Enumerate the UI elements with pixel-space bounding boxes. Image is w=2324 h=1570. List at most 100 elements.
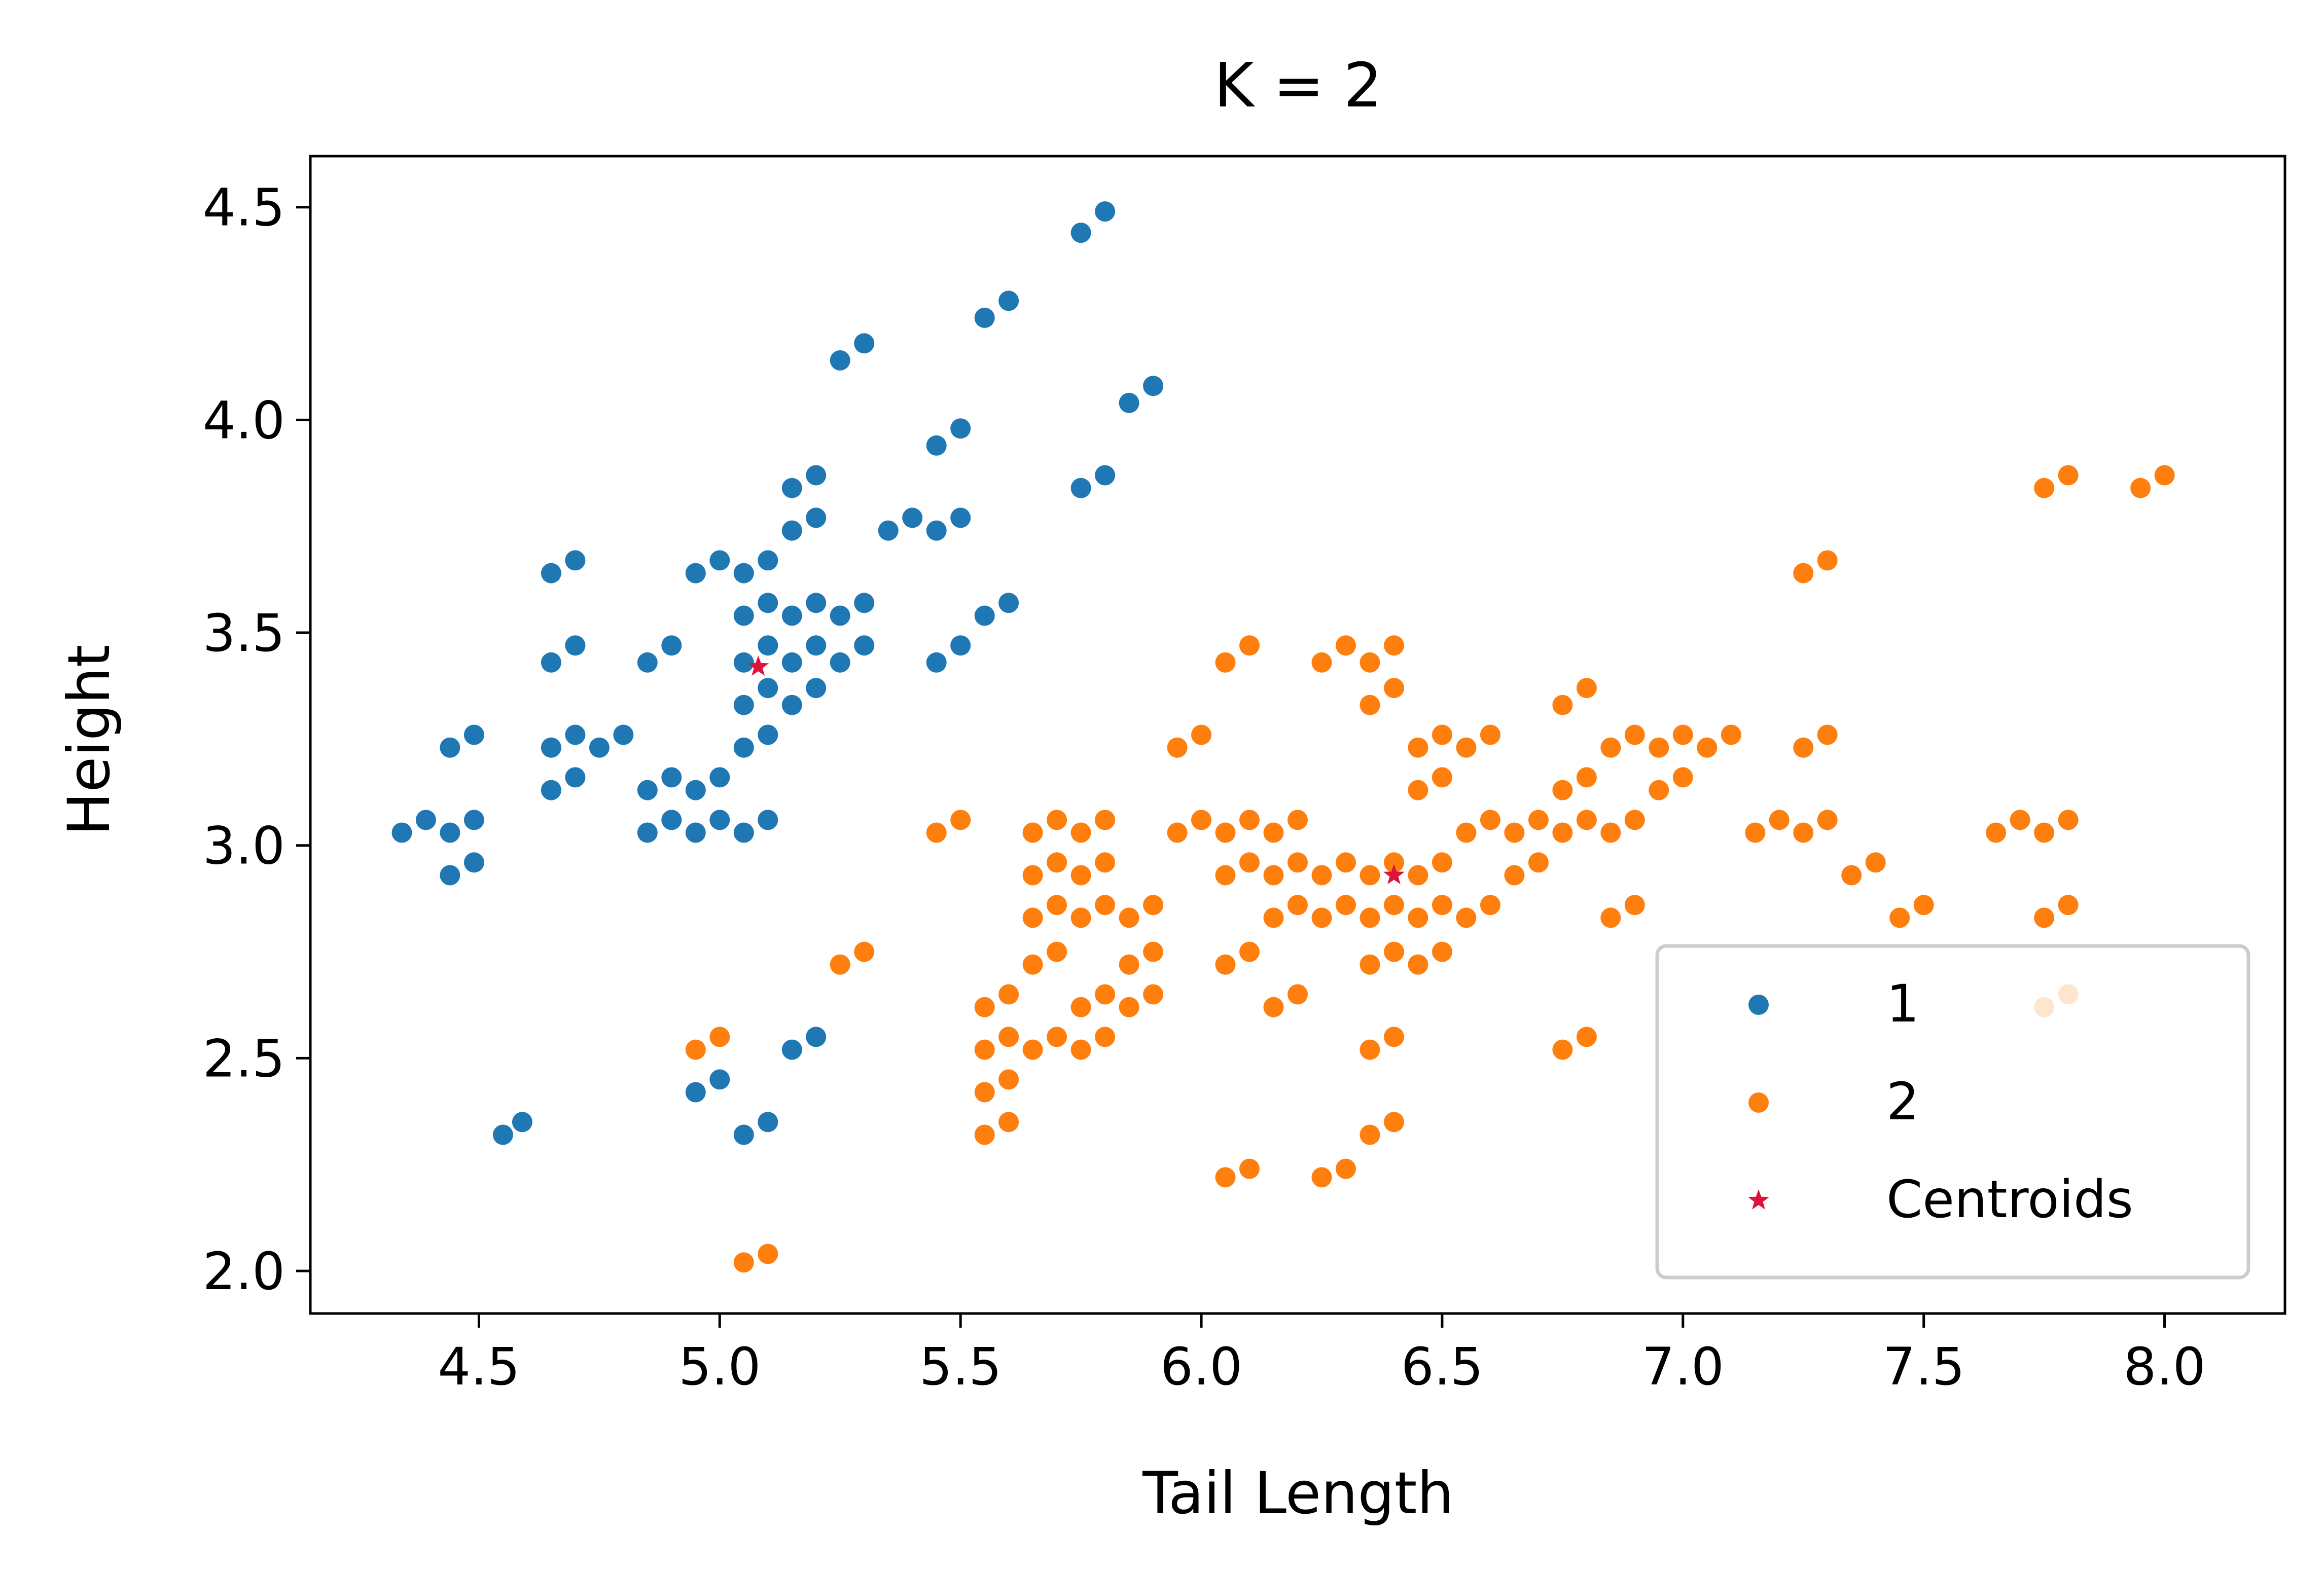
series-1-point <box>733 737 754 758</box>
series-2-point <box>1360 695 1380 715</box>
series-2-point <box>1239 1158 1260 1179</box>
series-2-point <box>1432 724 1452 745</box>
series-2-point <box>1552 1039 1573 1060</box>
series-2-point <box>1288 852 1308 873</box>
series-2-point <box>1215 954 1236 975</box>
series-2-point <box>1095 1027 1116 1047</box>
series-2-point <box>1070 997 1091 1017</box>
series-2-point <box>1624 724 1645 745</box>
series-1-point <box>926 435 947 456</box>
series-2-point <box>1288 810 1308 830</box>
series-2-point <box>1095 895 1116 916</box>
series-1-point <box>637 652 658 673</box>
series-2-point <box>2034 478 2055 498</box>
series-2-point <box>1215 822 1236 843</box>
centroid-marker <box>1383 864 1405 885</box>
series-1-point <box>1143 376 1164 396</box>
series-2-point <box>998 1069 1019 1090</box>
series-2-point <box>1191 724 1211 745</box>
series-2-point <box>2154 465 2175 486</box>
series-1-point <box>685 563 706 583</box>
series-2-point <box>1889 907 1910 928</box>
x-axis-label: Tail Length <box>1142 1459 1453 1527</box>
legend-marker-series-1 <box>1748 995 1769 1015</box>
series-2-point <box>1480 724 1500 745</box>
series-2-point <box>1817 724 1838 745</box>
series-2-point <box>1697 737 1718 758</box>
legend-label-centroids: Centroids <box>1886 1170 2133 1230</box>
series-2-point <box>1384 678 1404 699</box>
x-tick-label: 4.5 <box>438 1337 520 1397</box>
series-2-point <box>1047 895 1067 916</box>
legend-marker-centroids <box>1748 1189 1769 1210</box>
legend-label-series-1: 1 <box>1886 974 1919 1034</box>
series-1-point <box>781 605 802 626</box>
series-2-point <box>1672 724 1693 745</box>
series-1-point <box>541 652 561 673</box>
series-2-point <box>1456 737 1477 758</box>
y-tick-label: 2.0 <box>203 1242 285 1302</box>
series-2-point <box>1384 1027 1404 1047</box>
series-2-point <box>1384 852 1404 873</box>
series-2-point <box>1913 895 1934 916</box>
series-1-point <box>685 780 706 800</box>
series-2-point <box>1432 767 1452 788</box>
series-2-point <box>1167 822 1188 843</box>
series-2-point <box>1576 810 1597 830</box>
series-2-point <box>709 1027 730 1047</box>
series-2-point <box>830 954 850 975</box>
series-2-point <box>1311 1167 1332 1188</box>
series-1-point <box>998 290 1019 311</box>
series-2-point <box>1649 737 1669 758</box>
series-1-point <box>758 1112 778 1133</box>
series-2-point <box>1022 954 1043 975</box>
series-1-point <box>733 695 754 715</box>
series-2-point <box>1239 941 1260 962</box>
series-1-point <box>758 810 778 830</box>
series-2-point <box>1095 810 1116 830</box>
series-1-point <box>613 724 634 745</box>
series-2-point <box>1432 895 1452 916</box>
series-2-point <box>1288 895 1308 916</box>
legend: 1 2 Centroids <box>1655 944 2250 1280</box>
series-2-point <box>2058 895 2079 916</box>
series-2-point <box>1432 941 1452 962</box>
series-2-point <box>1360 1124 1380 1145</box>
centroid-marker <box>747 655 769 676</box>
series-1-point <box>463 852 484 873</box>
series-1-point <box>685 1082 706 1103</box>
series-1-point <box>998 593 1019 613</box>
series-1-point <box>733 605 754 626</box>
series-2-point <box>1408 865 1428 886</box>
series-1-point <box>830 652 850 673</box>
series-2-point <box>1143 895 1164 916</box>
x-tick-label: 6.5 <box>1401 1337 1483 1397</box>
series-2-point <box>1576 767 1597 788</box>
series-1-point <box>565 550 586 571</box>
series-2-point <box>1793 563 1814 583</box>
x-tick-label: 6.0 <box>1160 1337 1242 1397</box>
series-2-point <box>1070 822 1091 843</box>
series-2-point <box>1456 907 1477 928</box>
series-2-point <box>1239 810 1260 830</box>
y-tick-label: 3.5 <box>203 603 285 664</box>
series-2-point <box>1119 907 1139 928</box>
series-2-point <box>1456 822 1477 843</box>
series-2-point <box>1384 635 1404 656</box>
series-2-point <box>974 997 995 1017</box>
series-1-point <box>758 593 778 613</box>
series-2-point <box>685 1039 706 1060</box>
series-1-point <box>902 507 923 528</box>
chart-title: K = 2 <box>1214 51 1382 121</box>
series-1-point <box>661 810 682 830</box>
series-2-point <box>1408 780 1428 800</box>
series-2-point <box>998 1112 1019 1133</box>
series-2-point <box>1504 822 1525 843</box>
series-2-point <box>1215 865 1236 886</box>
series-2-point <box>1408 737 1428 758</box>
series-2-point <box>1600 907 1621 928</box>
series-2-point <box>1047 852 1067 873</box>
series-2-point <box>1047 941 1067 962</box>
series-2-point <box>1480 810 1500 830</box>
